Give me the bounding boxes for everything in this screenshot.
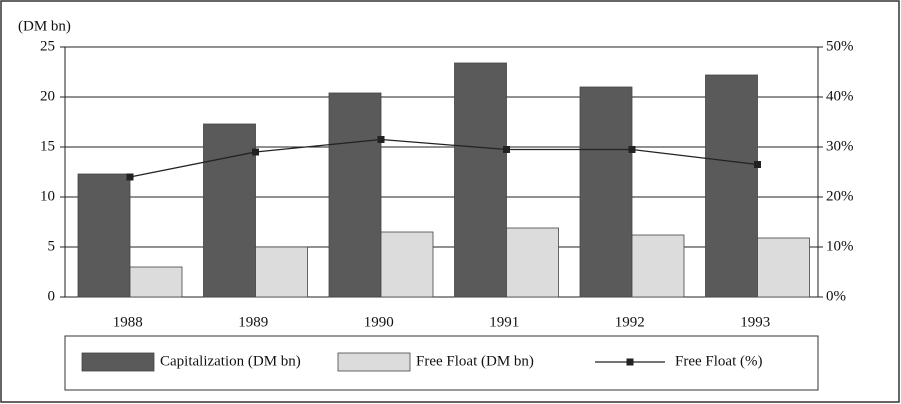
bar bbox=[328, 92, 382, 298]
bar bbox=[255, 246, 308, 298]
y2-tick-label: 30% bbox=[826, 138, 854, 154]
legend-swatch bbox=[337, 352, 411, 372]
y-tick-label: 20 bbox=[40, 88, 55, 104]
legend-label: Capitalization (DM bn) bbox=[160, 353, 301, 369]
legend-marker bbox=[626, 358, 634, 366]
y-tick-label: 5 bbox=[48, 238, 56, 254]
legend-label: Free Float (%) bbox=[675, 353, 762, 369]
bar bbox=[579, 86, 633, 298]
legend-box bbox=[64, 335, 819, 391]
bar bbox=[129, 266, 183, 298]
x-tick-label: 1992 bbox=[615, 314, 645, 330]
bar bbox=[203, 123, 256, 298]
bar bbox=[757, 237, 810, 298]
y2-tick-label: 0% bbox=[826, 288, 846, 304]
x-tick-label: 1989 bbox=[238, 314, 268, 330]
bar bbox=[454, 62, 507, 298]
bar bbox=[506, 227, 559, 298]
marker bbox=[628, 146, 636, 153]
marker bbox=[377, 136, 385, 143]
x-tick-label: 1988 bbox=[113, 314, 143, 330]
x-tick-label: 1993 bbox=[740, 314, 770, 330]
y2-tick-label: 50% bbox=[826, 38, 854, 54]
y2-tick-label: 40% bbox=[826, 88, 854, 104]
bar bbox=[77, 173, 131, 298]
y2-tick-label: 10% bbox=[826, 238, 854, 254]
y-tick-label: 0 bbox=[48, 288, 56, 304]
bar bbox=[631, 234, 685, 298]
y-tick-label: 10 bbox=[40, 188, 55, 204]
y2-tick-label: 20% bbox=[826, 188, 854, 204]
y-tick-label: 25 bbox=[40, 38, 55, 54]
bar bbox=[380, 231, 434, 298]
marker bbox=[252, 148, 259, 156]
line bbox=[129, 138, 758, 178]
y-axis-label: (DM bn) bbox=[18, 18, 71, 34]
legend-swatch bbox=[81, 352, 155, 372]
marker bbox=[754, 161, 761, 168]
bar bbox=[705, 74, 758, 298]
x-tick-label: 1990 bbox=[364, 314, 394, 330]
y-tick-label: 15 bbox=[40, 138, 55, 154]
legend-label: Free Float (DM bn) bbox=[416, 353, 534, 369]
x-tick-label: 1991 bbox=[489, 314, 519, 330]
marker bbox=[503, 146, 510, 153]
marker bbox=[126, 173, 134, 181]
